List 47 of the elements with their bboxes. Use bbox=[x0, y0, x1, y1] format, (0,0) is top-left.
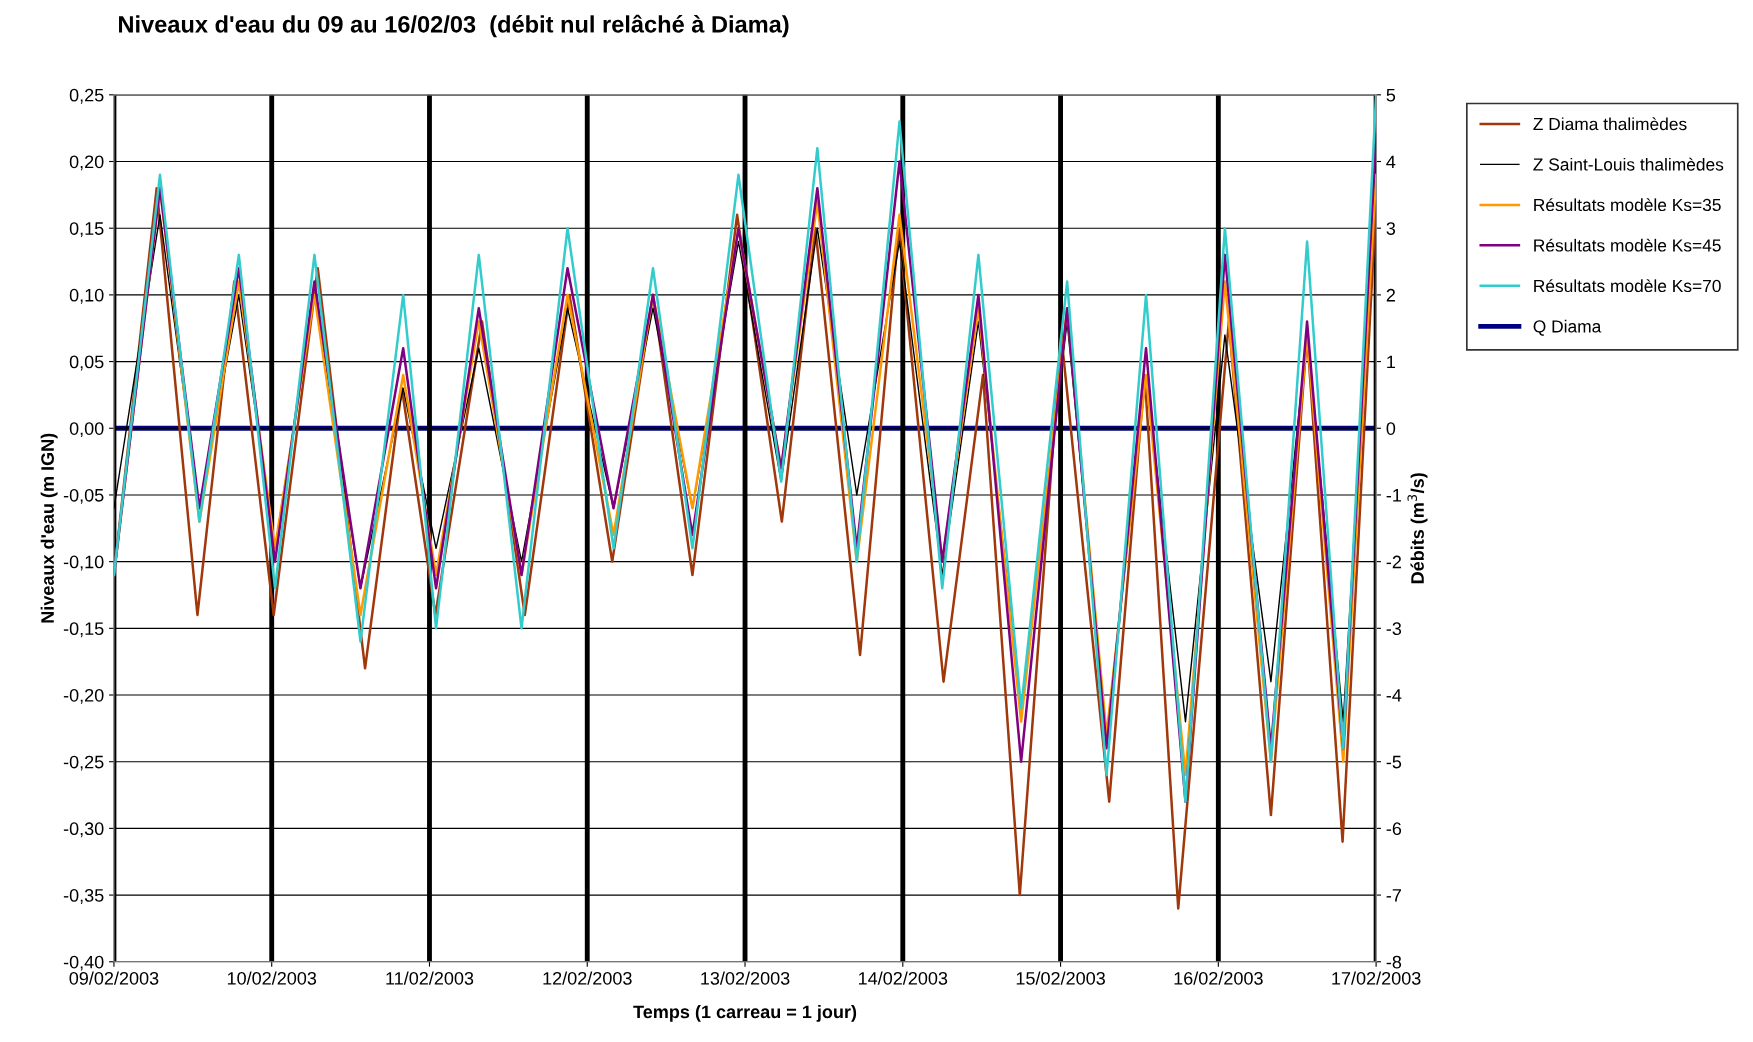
y-tick-label: -0,05 bbox=[63, 488, 104, 504]
x-tick-label: 14/02/2003 bbox=[858, 971, 948, 985]
y2-tick-label: -5 bbox=[1386, 755, 1402, 769]
x-tick-label: 17/02/2003 bbox=[1332, 971, 1421, 985]
y-tick-label: 0,10 bbox=[69, 288, 104, 304]
legend-label: Z Diama thalimèdes bbox=[1533, 117, 1687, 131]
x-axis-title: Temps (1 carreau = 1 jour) bbox=[633, 1004, 857, 1022]
y2-tick-label: -6 bbox=[1386, 822, 1402, 836]
legend-label: Q Diama bbox=[1533, 319, 1602, 336]
x-tick-label: 10/02/2003 bbox=[227, 971, 317, 985]
y2-tick-label: -3 bbox=[1386, 622, 1402, 636]
y-tick-label: 0,05 bbox=[69, 355, 104, 371]
y2-tick-label: -7 bbox=[1386, 889, 1401, 902]
x-tick-label: 15/02/2003 bbox=[1016, 971, 1105, 985]
y-tick-label: -0,30 bbox=[63, 822, 104, 838]
x-tick-label: 13/02/2003 bbox=[701, 971, 790, 985]
y2-axis-title: Débits (m$^{3}$/s) bbox=[1407, 473, 1428, 584]
legend-label: Résultats modèle Ks=70 bbox=[1534, 279, 1721, 293]
y2-tick-label: -1 bbox=[1386, 489, 1401, 502]
y2-tick-label: -2 bbox=[1386, 555, 1401, 569]
legend-label: Résultats modèle Ks=45 bbox=[1534, 238, 1721, 252]
x-tick-label: 09/02/2003 bbox=[69, 971, 159, 985]
y-tick-label: -0,15 bbox=[63, 622, 104, 638]
y-tick-label: 0,15 bbox=[69, 222, 104, 238]
y2-tick-label: -4 bbox=[1386, 689, 1402, 702]
legend-label: Résultats modèle Ks=35 bbox=[1534, 198, 1721, 212]
y2-tick-label: 3 bbox=[1386, 222, 1396, 235]
x-tick-label: 11/02/2003 bbox=[386, 971, 474, 985]
y-axis-title: Niveaux d'eau (m IGN) bbox=[40, 433, 58, 623]
y2-tick-label: 1 bbox=[1387, 355, 1395, 369]
x-tick-label: 12/02/2003 bbox=[543, 971, 632, 985]
y-tick-label: 0,00 bbox=[69, 422, 104, 438]
chart-title: Niveaux d'eau du 09 au 16/02/03 (débit nul relâché à Diama) bbox=[119, 14, 789, 38]
y2-tick-label: 5 bbox=[1386, 88, 1396, 102]
x-tick-label: 16/02/2003 bbox=[1174, 971, 1263, 985]
y2-tick-label: -8 bbox=[1386, 955, 1402, 969]
y-tick-label: -0,35 bbox=[63, 889, 104, 904]
y-tick-label: -0,25 bbox=[63, 755, 104, 771]
y2-tick-label: 0 bbox=[1386, 422, 1396, 435]
y-tick-label: -0,20 bbox=[63, 688, 104, 704]
y-tick-label: 0,20 bbox=[69, 155, 104, 171]
y-tick-label: -0,10 bbox=[63, 555, 104, 571]
y-tick-label: -0,40 bbox=[63, 955, 104, 971]
y2-tick-label: 2 bbox=[1386, 288, 1395, 302]
y-tick-label: 0,25 bbox=[69, 88, 104, 104]
legend-label: Z Saint-Louis thalimèdes bbox=[1533, 157, 1724, 171]
y2-tick-label: 4 bbox=[1386, 155, 1396, 169]
